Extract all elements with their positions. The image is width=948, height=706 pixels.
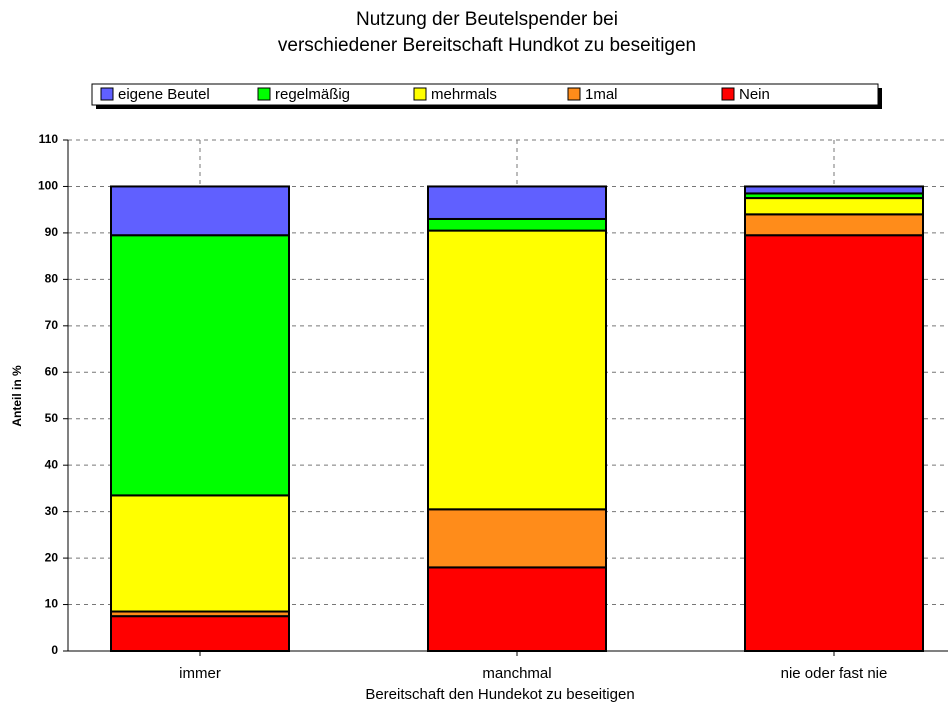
x-tick-label: nie oder fast nie — [781, 665, 888, 682]
legend-label: regelmäßig — [275, 86, 350, 103]
chart-title: Nutzung der Beutelspender bei — [356, 9, 618, 30]
bar-segment — [110, 615, 290, 653]
bar-segment — [744, 185, 924, 195]
bar-segment — [427, 566, 607, 653]
y-tick-label: 50 — [45, 411, 59, 425]
y-tick-label: 60 — [45, 364, 59, 378]
y-tick-label: 100 — [38, 179, 58, 193]
bar-segment — [110, 494, 290, 613]
bar-segment — [427, 508, 607, 569]
legend-label: mehrmals — [431, 86, 497, 103]
y-tick-label: 30 — [45, 504, 59, 518]
bar-segment — [744, 197, 924, 216]
y-tick-label: 10 — [45, 597, 59, 611]
bar-segment — [427, 185, 607, 220]
bar-segment — [427, 217, 607, 232]
legend-label: Nein — [739, 86, 770, 103]
legend-swatch — [100, 87, 114, 101]
y-tick-label: 80 — [45, 272, 59, 286]
bar-segment — [744, 213, 924, 237]
y-tick-label: 70 — [45, 318, 59, 332]
y-tick-label: 110 — [39, 132, 59, 146]
x-tick-label: immer — [179, 665, 221, 682]
y-axis-label: Anteil in % — [10, 365, 24, 427]
chart-title: verschiedener Bereitschaft Hundkot zu be… — [278, 35, 696, 56]
legend-label: eigene Beutel — [118, 86, 210, 103]
bar-segment — [110, 185, 290, 237]
y-tick-label: 20 — [45, 550, 59, 564]
x-tick-label: manchmal — [482, 665, 551, 682]
legend — [91, 83, 879, 106]
legend-swatch — [567, 87, 581, 101]
x-axis-label: Bereitschaft den Hundekot zu beseitigen — [365, 686, 634, 703]
bar-segment — [744, 234, 924, 652]
bar-segment — [110, 234, 290, 497]
y-tick-label: 0 — [51, 643, 58, 657]
y-tick-label: 40 — [45, 457, 59, 471]
legend-swatch — [721, 87, 735, 101]
bar-segment — [427, 229, 607, 511]
legend-swatch — [257, 87, 271, 101]
legend-label: 1mal — [585, 86, 618, 103]
y-tick-label: 90 — [45, 225, 59, 239]
legend-swatch — [413, 87, 427, 101]
